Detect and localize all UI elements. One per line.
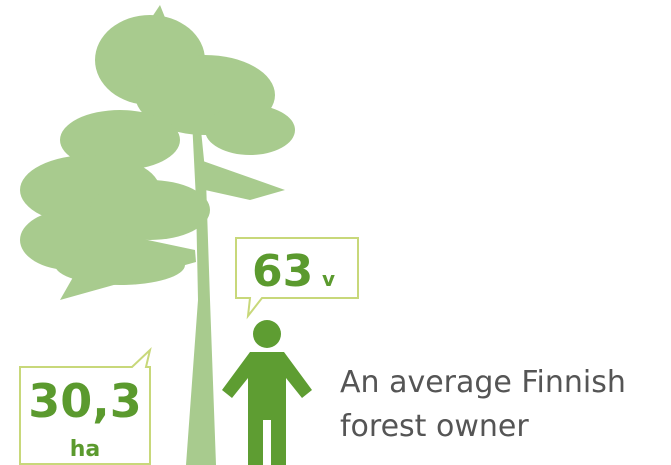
person-icon [222,320,312,465]
caption-line: An average Finnish [340,365,626,400]
area-number: 30,3 [28,374,142,428]
age-unit: v [322,267,335,291]
area-bubble: 30,3 ha [20,350,150,464]
age-bubble: 63 v [236,238,358,316]
infographic: 63 v 30,3 ha An average Finnish forest o… [0,0,671,465]
age-number: 63 [252,246,313,297]
area-unit: ha [70,437,101,462]
caption-line: forest owner [340,409,529,444]
